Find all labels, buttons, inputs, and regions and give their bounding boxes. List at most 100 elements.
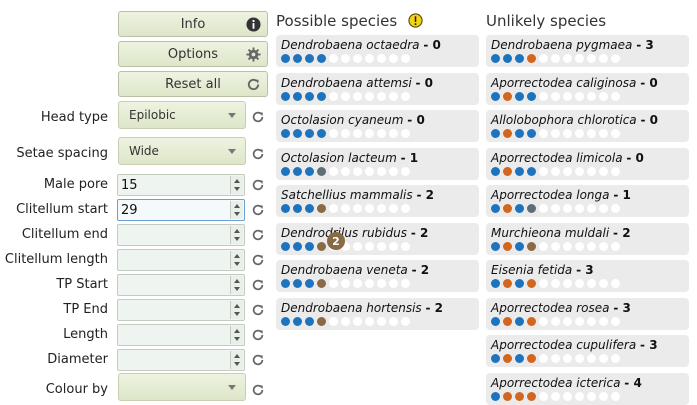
tp-start-reset-icon[interactable] [251,278,265,292]
species-card[interactable]: Dendrobaena hortensis - 2 [276,297,479,330]
length-input[interactable] [117,324,245,346]
male-pore-stepper[interactable] [230,176,243,194]
possible-species-title: Possible species [276,12,423,32]
setae-spacing-reset-icon[interactable] [251,147,265,161]
character-dot [281,316,290,326]
colour-by-select[interactable] [118,373,246,401]
species-card[interactable]: Aporrectodea cupulifera - 3 [486,335,689,367]
species-card[interactable]: Satchellius mammalis - 2 [276,185,479,217]
character-dot [293,54,302,63]
info-button[interactable]: Info [118,11,268,37]
character-dot [329,166,338,176]
clitellum-start-input[interactable]: 29 [117,199,245,221]
species-name-line: Aporrectodea caliginosa - 0 [491,77,689,89]
species-score: - 2 [613,225,631,240]
species-card[interactable]: Aporrectodea icterica - 4 [486,372,689,405]
length-stepper[interactable] [230,326,243,344]
species-score: - 2 [410,225,429,240]
species-name: Dendrodrilus rubidus [281,225,407,240]
character-dot [575,166,584,176]
species-card[interactable]: Dendrodrilus rubidus - 2 [276,222,479,255]
character-dot [389,279,398,288]
species-card[interactable]: Dendrobaena veneta - 2 [276,260,479,292]
male-pore-input[interactable]: 15 [117,174,245,196]
character-dot [599,354,608,363]
tp-end-reset-icon[interactable] [251,303,265,317]
head-type-reset-icon[interactable] [251,110,265,124]
options-button[interactable]: Options [118,41,268,67]
tp-end-stepper[interactable] [230,301,243,319]
character-dot [365,241,374,251]
species-name: Satchellius mammalis [281,188,413,202]
species-name: Octolasion cyaneum [281,113,404,127]
character-dot [341,129,350,138]
species-score: - 3 [640,338,658,352]
character-dot [515,91,524,101]
setae-spacing-label: Setae spacing [16,146,108,161]
character-dot [503,91,512,101]
species-score: - 0 [423,38,441,52]
length-reset-icon[interactable] [251,328,265,342]
character-dot [353,316,362,326]
species-name: Murchieona muldali [491,225,610,240]
tp-start-stepper[interactable] [230,276,243,294]
species-card[interactable]: Aporrectodea rosea - 3 [486,297,689,330]
clitellum-length-stepper[interactable] [230,251,243,269]
species-name-line: Dendrobaena octaedra - 0 [281,39,479,51]
tp-start-input[interactable] [117,274,245,296]
clitellum-start-stepper[interactable] [230,201,243,219]
character-dot [611,54,620,63]
character-dot [527,129,536,138]
species-card[interactable]: Octolasion cyaneum - 0 [276,110,479,142]
clitellum-length-input[interactable] [117,249,245,271]
species-card[interactable]: Eisenia fetida - 3 [486,260,689,292]
clitellum-end-reset-icon[interactable] [251,228,265,242]
tp-start-label: TP Start [56,277,108,292]
diameter-input[interactable] [117,349,245,371]
species-card[interactable]: Dendrobaena attemsi - 0 [276,72,479,105]
species-card[interactable]: Aporrectodea limicola - 0 [486,147,689,180]
character-dot [377,166,386,176]
species-name-line: Dendrobaena pygmaea - 3 [491,39,689,51]
reset-all-button[interactable]: Reset all [118,71,268,97]
character-dot [539,91,548,101]
character-dot [563,354,572,363]
character-dot [317,279,326,288]
character-dot [305,129,314,138]
character-dot [353,279,362,288]
character-dot [563,91,572,101]
tp-end-input[interactable] [117,299,245,321]
character-dot [575,354,584,363]
warning-exclamation-icon[interactable] [408,13,423,32]
clitellum-end-stepper[interactable] [230,226,243,244]
character-dot [365,54,374,63]
species-card[interactable]: Octolasion lacteum - 1 [276,147,479,180]
setae-spacing-select[interactable]: Wide [118,137,246,165]
character-dot [563,129,572,138]
character-dot [503,204,512,213]
species-name-line: Dendrodrilus rubidus - 2 [281,227,479,239]
male-pore-reset-icon[interactable] [251,178,265,192]
head-type-select[interactable]: Epilobic [118,101,246,129]
species-card[interactable]: Dendrobaena octaedra - 0 [276,35,479,67]
clitellum-start-reset-icon[interactable] [251,203,265,217]
clitellum-end-input[interactable] [117,224,245,246]
diameter-reset-icon[interactable] [251,353,265,367]
character-dot [587,91,596,101]
character-dot [341,241,350,251]
diameter-stepper[interactable] [230,351,243,369]
character-dot [599,241,608,251]
species-card[interactable]: Murchieona muldali - 2 [486,222,689,255]
species-card[interactable]: Dendrobaena pygmaea - 3 [486,35,689,67]
colour-by-reset-icon[interactable] [251,383,265,397]
species-card[interactable]: Aporrectodea caliginosa - 0 [486,72,689,105]
species-card[interactable]: Aporrectodea longa - 1 [486,185,689,217]
species-score: - 0 [407,113,425,127]
species-score: - 1 [613,188,631,202]
species-card[interactable]: Allolobophora chlorotica - 0 [486,110,689,142]
gear-icon [245,46,261,62]
character-dot [329,129,338,138]
character-dots [281,279,479,288]
clitellum-length-reset-icon[interactable] [251,253,265,267]
character-dot [365,204,374,213]
